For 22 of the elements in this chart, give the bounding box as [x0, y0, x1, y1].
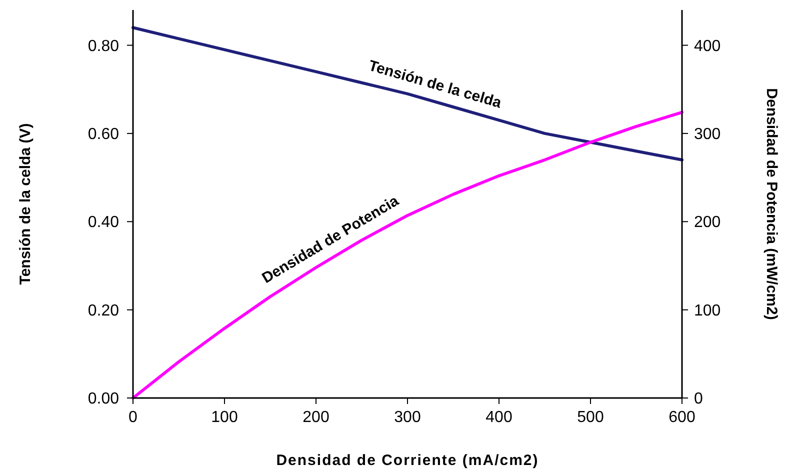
- x-tick-label: 100: [211, 409, 238, 426]
- line-series: [132, 26, 684, 162]
- y2-tick-label: 400: [694, 38, 721, 55]
- y-tick-label: 0.60: [88, 126, 120, 144]
- y-tick-label: 0.20: [88, 302, 120, 320]
- y-tick-label: 0.80: [88, 38, 120, 55]
- y2-tick-label: 0: [694, 390, 703, 408]
- y-tick-label: 0.40: [88, 214, 120, 232]
- y2-tick-label: 200: [694, 214, 721, 232]
- x-tick-label: 500: [577, 409, 604, 426]
- x-axis-title: Densidad de Corriente (mA/cm2): [276, 452, 539, 469]
- y2-tick-label: 300: [694, 126, 721, 144]
- x-tick-label: 200: [302, 409, 330, 426]
- text: Tensión de la celda: [366, 57, 504, 112]
- y2-axis-title: Densidad de Potencia (mW/cm2): [763, 88, 780, 320]
- y-axis-title: Tensión de la celda (V): [17, 123, 34, 285]
- x-tick-label: 600: [668, 409, 696, 426]
- y-tick-label: 0.00: [88, 390, 120, 408]
- x-tick-label: 0: [128, 409, 138, 426]
- x-tick-label: 300: [394, 409, 421, 426]
- x-tick-label: 400: [486, 409, 512, 426]
- y2-tick-label: 100: [694, 302, 721, 320]
